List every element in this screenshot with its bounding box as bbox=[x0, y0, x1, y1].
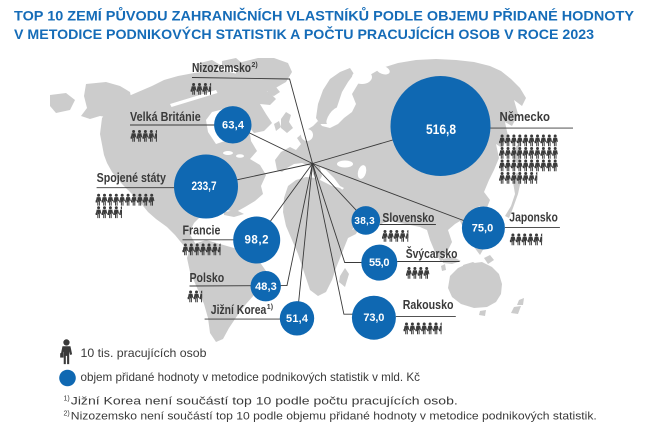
svg-text:Nizozemsko není součástí top 1: Nizozemsko není součástí top 10 podle ob… bbox=[71, 411, 597, 423]
svg-text:Jižní Korea není součástí top: Jižní Korea není součástí top 10 podle p… bbox=[71, 396, 458, 408]
svg-text:TOP 10 ZEMÍ PŮVODU ZAHRANIČNÍC: TOP 10 ZEMÍ PŮVODU ZAHRANIČNÍCH VLASTNÍK… bbox=[14, 6, 635, 24]
svg-text:Německo: Německo bbox=[500, 110, 551, 124]
svg-text:73,0: 73,0 bbox=[363, 312, 384, 324]
svg-text:55,0: 55,0 bbox=[369, 257, 390, 269]
svg-text:10 tis. pracujících osob: 10 tis. pracujících osob bbox=[81, 346, 207, 360]
svg-text:Velká Británie: Velká Británie bbox=[130, 110, 201, 124]
svg-text:Japonsko: Japonsko bbox=[509, 211, 558, 225]
svg-text:38,3: 38,3 bbox=[354, 216, 375, 227]
svg-text:1): 1) bbox=[64, 396, 70, 403]
svg-text:Rakousko: Rakousko bbox=[403, 298, 454, 312]
svg-text:233,7: 233,7 bbox=[192, 179, 217, 193]
svg-text:516,8: 516,8 bbox=[426, 121, 456, 137]
svg-text:75,0: 75,0 bbox=[472, 223, 494, 235]
svg-text:2): 2) bbox=[252, 62, 258, 69]
svg-text:1): 1) bbox=[267, 304, 273, 311]
svg-text:51,4: 51,4 bbox=[286, 313, 309, 325]
svg-text:Polsko: Polsko bbox=[190, 271, 225, 285]
svg-text:98,2: 98,2 bbox=[245, 235, 269, 247]
svg-text:V METODICE PODNIKOVÝCH STATIST: V METODICE PODNIKOVÝCH STATISTIK A POČTU… bbox=[14, 25, 594, 42]
svg-text:Francie: Francie bbox=[183, 224, 221, 238]
svg-text:objem přidané hodnoty v metodi: objem přidané hodnoty v metodice podniko… bbox=[81, 370, 421, 384]
svg-text:48,3: 48,3 bbox=[255, 281, 277, 293]
svg-text:Slovensko: Slovensko bbox=[382, 211, 434, 225]
svg-text:Spojené státy: Spojené státy bbox=[97, 171, 166, 185]
svg-text:Jižní Korea: Jižní Korea bbox=[211, 303, 267, 317]
svg-text:Švýcarsko: Švýcarsko bbox=[406, 246, 458, 261]
svg-text:63,4: 63,4 bbox=[222, 120, 245, 132]
svg-text:Nizozemsko: Nizozemsko bbox=[192, 61, 251, 75]
svg-text:2): 2) bbox=[64, 411, 70, 418]
